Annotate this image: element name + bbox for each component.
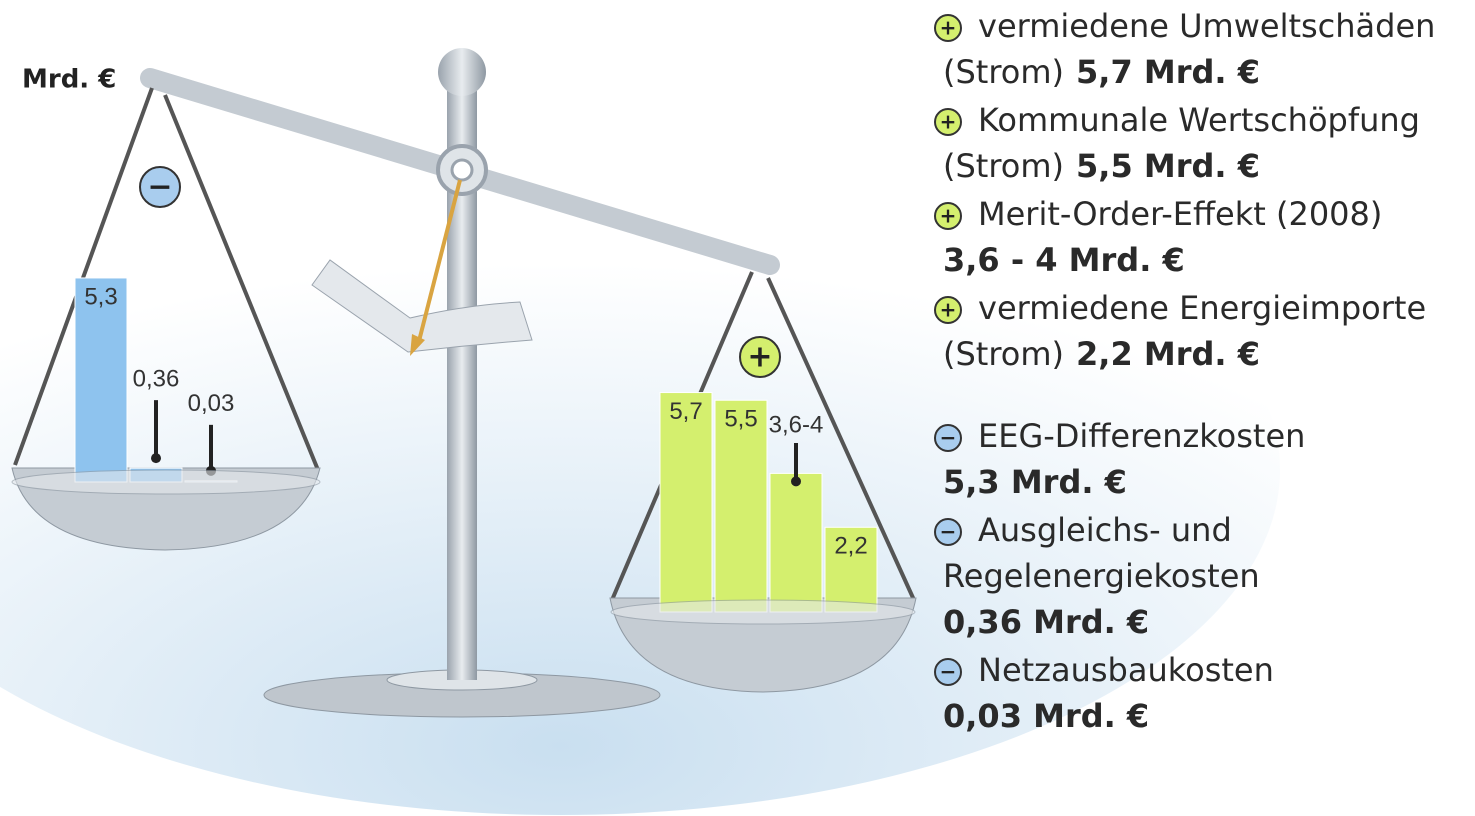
legend-text: (Strom) (943, 335, 1064, 373)
legend-text: Ausgleichs- und (978, 511, 1232, 549)
value-label: 5,5 (724, 406, 757, 433)
sign-symbol: + (940, 110, 957, 134)
pivot-center (452, 160, 472, 180)
leader-dot (151, 453, 161, 463)
legend-line: EEG-Differenzkosten (978, 417, 1305, 455)
legend-line: Merit-Order-Effekt (2008) (978, 195, 1382, 233)
legend-line: Regelenergiekosten (943, 557, 1260, 595)
legend-line: 0,03 Mrd. € (943, 697, 1149, 735)
sign-symbol: + (940, 16, 957, 40)
scale-knob (438, 48, 486, 96)
left-pan-rim (12, 470, 320, 494)
legend-text: (Strom) (943, 147, 1064, 185)
legend-text: Regelenergiekosten (943, 557, 1260, 595)
legend-line: (Strom) 5,5 Mrd. € (943, 147, 1260, 185)
sign-symbol: + (940, 298, 957, 322)
legend-text: vermiedene Umweltschäden (978, 7, 1435, 45)
legend-line: vermiedene Umweltschäden (978, 7, 1435, 45)
right-pan-rim (611, 600, 915, 624)
value-label: 5,7 (669, 398, 702, 425)
legend-amount: 5,5 Mrd. € (1076, 147, 1260, 185)
legend-line: (Strom) 2,2 Mrd. € (943, 335, 1260, 373)
legend-text: (Strom) (943, 53, 1064, 91)
unit-label: Mrd. € (22, 65, 116, 95)
range-dot (791, 476, 801, 486)
value-label: 2,2 (834, 533, 867, 560)
legend-line: Kommunale Wertschöpfung (978, 101, 1420, 139)
legend-text: EEG-Differenzkosten (978, 417, 1305, 455)
sign-symbol: + (747, 340, 772, 375)
sign-symbol: − (940, 426, 957, 450)
legend-text: Kommunale Wertschöpfung (978, 101, 1420, 139)
value-label: 0,03 (188, 390, 235, 417)
legend-amount: 0,03 Mrd. € (943, 697, 1149, 735)
page: {"chart_data": [ {"type": "bar", "sign":… (0, 0, 1475, 816)
legend-amount: 2,2 Mrd. € (1076, 335, 1260, 373)
sign-symbol: − (147, 170, 172, 205)
legend-line: Netzausbaukosten (978, 651, 1274, 689)
bar (770, 473, 822, 612)
legend-amount: 3,6 - 4 Mrd. € (943, 241, 1185, 279)
bar (660, 393, 712, 612)
legend-amount: 0,36 Mrd. € (943, 603, 1149, 641)
sign-symbol: + (940, 204, 957, 228)
sign-symbol: − (940, 520, 957, 544)
sign-symbol: − (940, 660, 957, 684)
legend-line: 3,6 - 4 Mrd. € (943, 241, 1185, 279)
legend-text: vermiedene Energieimporte (978, 289, 1426, 327)
value-label: 5,3 (84, 283, 117, 310)
legend-line: (Strom) 5,7 Mrd. € (943, 53, 1260, 91)
legend-amount: 5,7 Mrd. € (1076, 53, 1260, 91)
value-label: 3,6-4 (769, 411, 824, 438)
infographic: Mrd. € − 5,3 0,36 0,03 +5,7 5,5 3,6-4 2,2 + verm… (0, 0, 1475, 816)
legend-line: vermiedene Energieimporte (978, 289, 1426, 327)
value-label: 0,36 (133, 365, 180, 392)
legend-amount: 5,3 Mrd. € (943, 463, 1127, 501)
legend-text: Netzausbaukosten (978, 651, 1274, 689)
legend-line: 5,3 Mrd. € (943, 463, 1127, 501)
legend-line: 0,36 Mrd. € (943, 603, 1149, 641)
legend-line: Ausgleichs- und (978, 511, 1232, 549)
legend-text: Merit-Order-Effekt (2008) (978, 195, 1382, 233)
